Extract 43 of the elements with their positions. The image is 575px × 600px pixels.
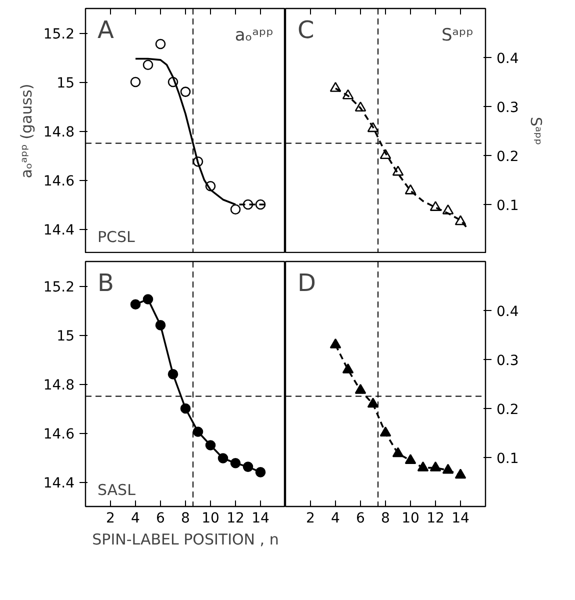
y-tick-label: 14.8: [43, 124, 74, 140]
x-tick-label: 12: [426, 510, 444, 526]
chart-title: D: [298, 268, 316, 297]
y-tick-label: 0.2: [496, 402, 519, 418]
y-tick-label: 15.2: [43, 280, 74, 296]
text: Sᵃᵖᵖ: [441, 26, 474, 46]
x-tick-label: 10: [202, 510, 220, 526]
x-axis-title: SPIN-LABEL POSITION , n: [92, 530, 279, 548]
y-tick-label: 0.3: [496, 353, 519, 369]
chart-title: C: [298, 16, 314, 44]
y-tick-label: 15: [56, 76, 75, 92]
y-tick-label: 14.4: [43, 222, 75, 238]
text: aₒᵃᵖᵖ: [234, 26, 274, 46]
y-tick-label: 15.2: [43, 26, 74, 42]
x-tick-label: 4: [331, 510, 340, 526]
y-tick-label: 14.8: [43, 378, 74, 394]
x-tick-label: 8: [381, 510, 390, 526]
y-tick-label: 14.4: [43, 476, 75, 492]
x-tick-label: 12: [226, 510, 244, 526]
x-tick-label: 4: [131, 510, 140, 526]
x-tick-label: 8: [181, 510, 190, 526]
chart-title: B: [98, 268, 114, 297]
y-tick-label: 0.3: [496, 100, 519, 116]
y-tick-label: 0.4: [496, 51, 519, 67]
y-axis-title: aₒᵃᵖᵖ (gauss): [17, 84, 36, 178]
x-tick-label: 10: [402, 510, 420, 526]
y-tick-label: 0.1: [496, 198, 519, 214]
y-tick-label: 15: [56, 328, 75, 344]
x-tick-label: 14: [452, 510, 470, 526]
y-tick-label: 14.6: [43, 426, 75, 442]
annotation: PCSL: [98, 228, 136, 246]
x-tick-label: 2: [306, 510, 315, 526]
x-tick-label: 2: [106, 510, 115, 526]
y-axis-title: Sᵃᵖᵖ: [526, 116, 545, 146]
y-tick-label: 0.4: [496, 304, 519, 320]
y-tick-label: 0.2: [496, 149, 519, 165]
x-tick-label: 6: [156, 510, 166, 526]
annotation: SASL: [98, 481, 136, 500]
chart-title: A: [98, 16, 114, 44]
x-tick-label: 6: [356, 510, 366, 526]
x-tick-label: 14: [252, 510, 270, 526]
y-tick-label: 0.1: [496, 451, 519, 467]
y-tick-label: 14.6: [43, 174, 75, 190]
